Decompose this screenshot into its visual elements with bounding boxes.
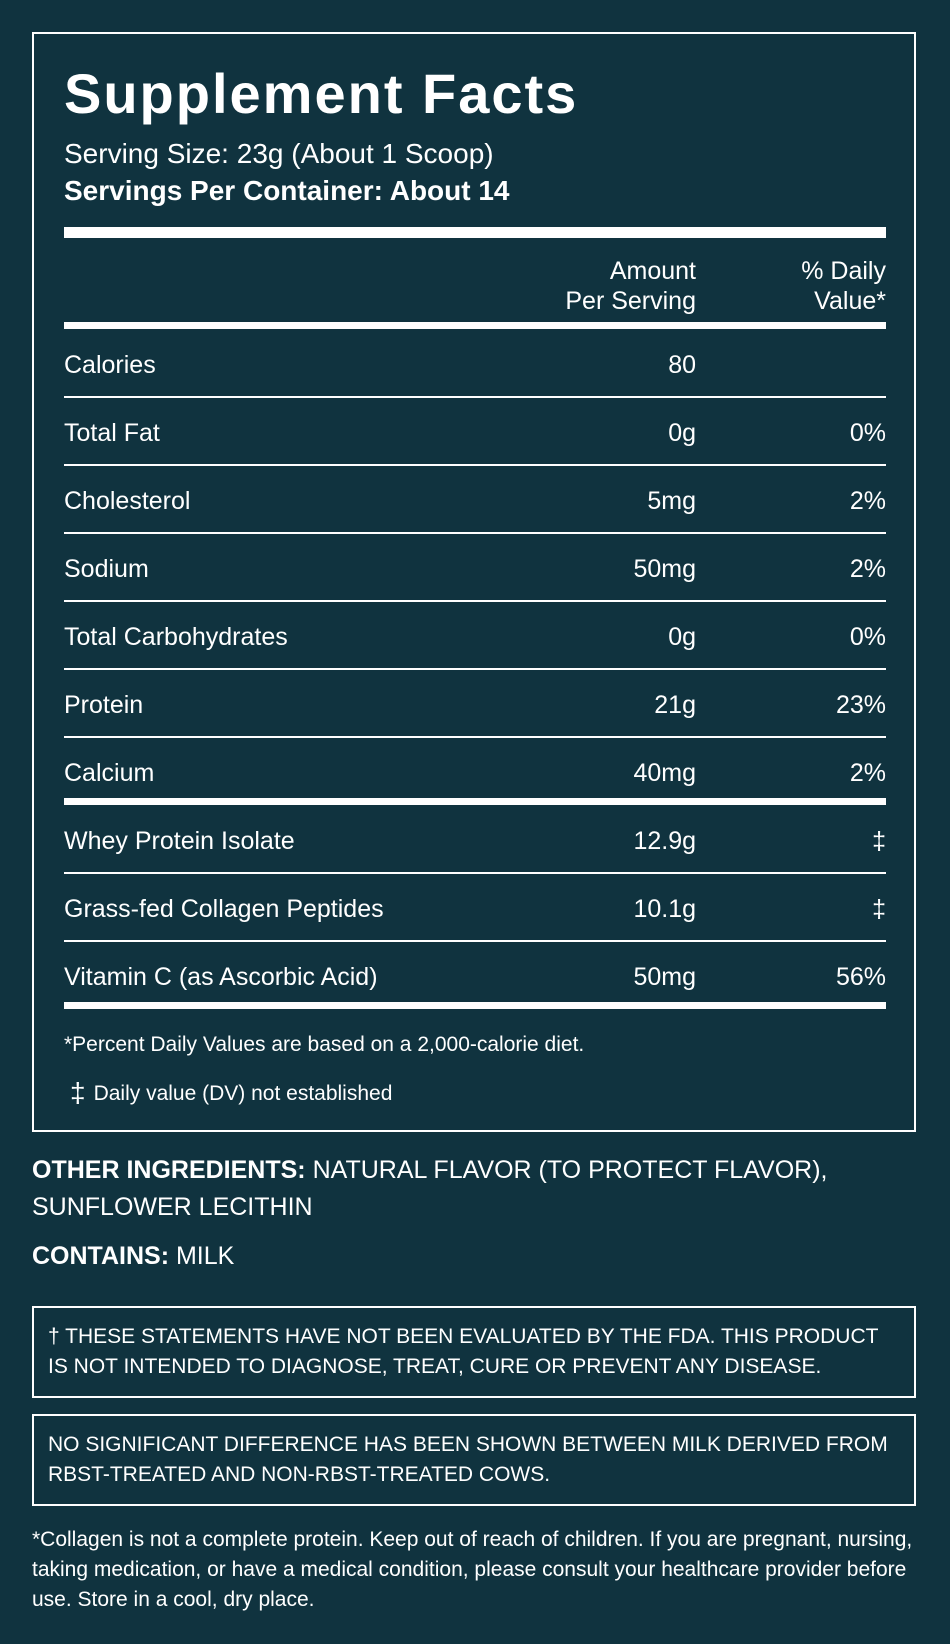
nutrient-amount: 80 (668, 351, 696, 379)
ingredient-name: Whey Protein Isolate (64, 827, 295, 855)
daily-value-column-header: % Daily Value* (726, 256, 886, 316)
dv-not-established-footnote: ‡ Daily value (DV) not established (70, 1078, 392, 1109)
rbst-statement-box: NO SIGNIFICANT DIFFERENCE HAS BEEN SHOWN… (32, 1414, 916, 1506)
row-divider (64, 668, 886, 670)
row-divider (64, 940, 886, 942)
nutrient-daily-value: 2% (849, 759, 886, 787)
panel-title: Supplement Facts (64, 62, 579, 125)
amount-header-line-2: Per Serving (565, 287, 696, 315)
ingredient-amount: 10.1g (633, 895, 696, 923)
nutrient-name: Calcium (64, 759, 155, 787)
ingredient-row-whey-protein-isolate: Whey Protein Isolate 12.9g ‡ (64, 823, 886, 859)
other-ingredients-text: NATURAL FLAVOR (TO PROTECT FLAVOR), SUNF… (32, 1156, 828, 1221)
dv-header-line-2: Value* (814, 287, 886, 315)
row-divider (64, 600, 886, 602)
amount-header-line-1: Amount (609, 257, 696, 285)
row-divider (64, 872, 886, 874)
header-rule (64, 227, 886, 238)
ingredient-daily-value: ‡ (872, 895, 886, 923)
nutrients-section-rule (64, 798, 886, 805)
nutrient-daily-value: 2% (849, 555, 886, 583)
fda-statement-text: † THESE STATEMENTS HAVE NOT BEEN EVALUAT… (48, 1325, 879, 1378)
fda-statement-box: † THESE STATEMENTS HAVE NOT BEEN EVALUAT… (32, 1306, 916, 1398)
table-bottom-rule (64, 1002, 886, 1009)
nutrient-name: Total Carbohydrates (64, 623, 288, 651)
nutrient-amount: 50mg (633, 555, 696, 583)
nutrient-daily-value: 2% (849, 487, 886, 515)
contains-label: CONTAINS: (32, 1242, 170, 1270)
nutrient-daily-value: 0% (849, 623, 886, 651)
nutrient-row-total-carbohydrates: Total Carbohydrates 0g 0% (64, 619, 886, 655)
supplement-facts-panel (32, 32, 916, 1132)
double-dagger-symbol: ‡ (70, 1077, 86, 1108)
nutrient-daily-value: 0% (849, 419, 886, 447)
nutrient-row-calcium: Calcium 40mg 2% (64, 755, 886, 791)
ingredient-daily-value: ‡ (872, 827, 886, 855)
dv-header-line-1: % Daily (801, 257, 886, 285)
nutrient-row-cholesterol: Cholesterol 5mg 2% (64, 483, 886, 519)
dv-not-established-text: Daily value (DV) not established (93, 1082, 393, 1105)
allergen-contains: CONTAINS: MILK (32, 1238, 234, 1275)
percent-daily-value-footnote: *Percent Daily Values are based on a 2,0… (64, 1033, 585, 1056)
nutrient-name: Sodium (64, 555, 149, 583)
nutrient-amount: 0g (668, 623, 696, 651)
amount-column-header: Amount Per Serving (496, 256, 696, 316)
contains-text: MILK (175, 1242, 235, 1270)
nutrient-row-calories: Calories 80 (64, 347, 886, 383)
nutrient-row-sodium: Sodium 50mg 2% (64, 551, 886, 587)
nutrient-name: Protein (64, 691, 144, 719)
nutrient-name: Total Fat (64, 419, 160, 447)
row-divider (64, 464, 886, 466)
serving-size: Serving Size: 23g (About 1 Scoop) (64, 138, 494, 169)
ingredient-name: Grass-fed Collagen Peptides (64, 895, 384, 923)
nutrient-row-total-fat: Total Fat 0g 0% (64, 415, 886, 451)
row-divider (64, 532, 886, 534)
other-ingredients-label: OTHER INGREDIENTS: (32, 1156, 306, 1184)
nutrient-amount: 5mg (647, 487, 696, 515)
nutrient-daily-value: 23% (835, 691, 886, 719)
rbst-statement-text: NO SIGNIFICANT DIFFERENCE HAS BEEN SHOWN… (48, 1433, 888, 1486)
ingredient-daily-value: 56% (835, 963, 886, 991)
nutrient-row-protein: Protein 21g 23% (64, 687, 886, 723)
nutrient-amount: 0g (668, 419, 696, 447)
row-divider (64, 396, 886, 398)
ingredient-row-vitamin-c: Vitamin C (as Ascorbic Acid) 50mg 56% (64, 959, 886, 995)
ingredient-row-collagen-peptides: Grass-fed Collagen Peptides 10.1g ‡ (64, 891, 886, 927)
ingredient-name: Vitamin C (as Ascorbic Acid) (64, 963, 378, 991)
servings-per-container: Servings Per Container: About 14 (64, 175, 510, 206)
nutrient-name: Cholesterol (64, 487, 191, 515)
column-header-rule (64, 322, 886, 329)
row-divider (64, 736, 886, 738)
other-ingredients: OTHER INGREDIENTS: NATURAL FLAVOR (TO PR… (32, 1152, 912, 1226)
ingredient-amount: 12.9g (633, 827, 696, 855)
nutrient-amount: 40mg (633, 759, 696, 787)
collagen-disclaimer: *Collagen is not a complete protein. Kee… (32, 1528, 913, 1611)
nutrient-amount: 21g (654, 691, 696, 719)
ingredient-amount: 50mg (633, 963, 696, 991)
nutrient-name: Calories (64, 351, 156, 379)
